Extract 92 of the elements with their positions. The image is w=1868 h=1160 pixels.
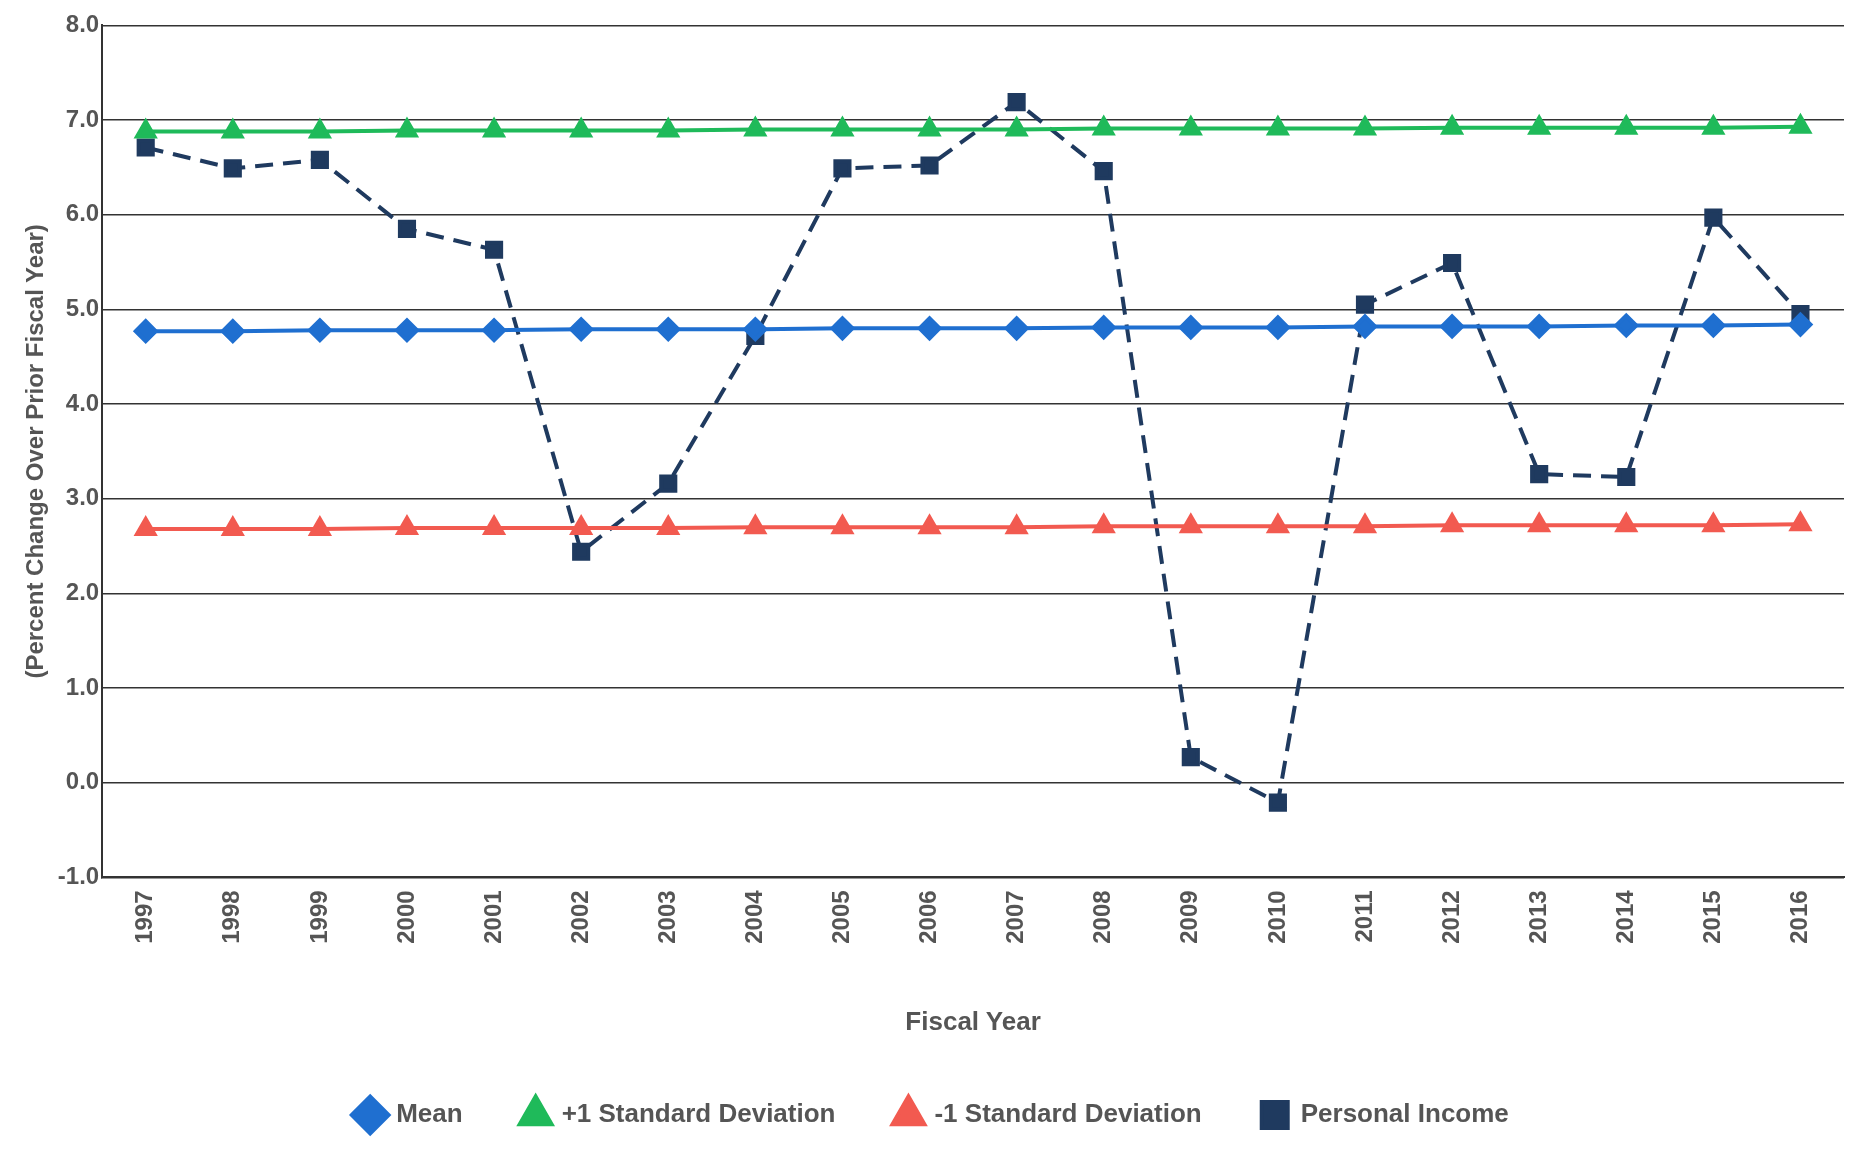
point: [482, 318, 507, 343]
point: [1005, 515, 1028, 535]
point: [1178, 315, 1203, 340]
point: [1352, 314, 1377, 339]
point: [220, 319, 245, 344]
x-axis-title: Fiscal Year: [905, 1005, 1041, 1036]
x-tick-label: 2012: [1436, 890, 1464, 944]
point: [1701, 313, 1726, 338]
legend-label: Mean: [396, 1098, 463, 1129]
y-axis-title: (Percent Change Over Prior Fiscal Year): [21, 224, 49, 679]
x-tick-label: 2013: [1523, 890, 1551, 944]
y-tick-label: 7.0: [65, 104, 100, 132]
point: [743, 317, 768, 342]
point: [833, 159, 852, 178]
x-tick-label: 2014: [1610, 889, 1638, 944]
legend-label: +1 Standard Deviation: [561, 1098, 836, 1129]
point: [310, 150, 329, 169]
point: [1615, 513, 1637, 533]
y-tick-label: -1.0: [57, 862, 100, 890]
point: [1702, 513, 1725, 533]
point: [830, 316, 855, 341]
point: [570, 516, 592, 536]
point: [656, 317, 681, 342]
point: [307, 318, 332, 343]
point: [1007, 93, 1026, 112]
point: [136, 138, 155, 157]
point: [1265, 315, 1290, 340]
x-tick-label: 2003: [652, 890, 680, 944]
x-tick-label: 2011: [1349, 890, 1377, 943]
point: [1704, 208, 1723, 227]
x-tick-label: 2010: [1262, 890, 1290, 944]
x-tick-label: 2000: [391, 890, 419, 944]
point: [394, 318, 419, 343]
x-tick-label: 2004: [739, 889, 767, 944]
point: [744, 515, 767, 535]
point: [135, 517, 157, 537]
y-tick-label: 1.0: [65, 672, 100, 700]
point: [223, 159, 242, 178]
point: [1788, 312, 1813, 337]
y-tick-label: 3.0: [65, 483, 100, 511]
x-tick-label: 1998: [217, 890, 245, 944]
point: [659, 474, 678, 493]
point: [569, 317, 594, 342]
y-tick-label: 6.0: [65, 199, 100, 227]
point: [1443, 253, 1462, 273]
y-tick-label: 8.0: [65, 10, 100, 38]
point: [1180, 514, 1202, 534]
point: [1004, 316, 1029, 341]
legend-label: Personal Income: [1300, 1098, 1509, 1129]
point: [1355, 295, 1375, 314]
x-tick-label: 2016: [1785, 890, 1813, 944]
point: [1528, 513, 1550, 533]
y-tick-label: 5.0: [65, 294, 100, 322]
point: [397, 219, 417, 239]
point: [1267, 514, 1289, 534]
point: [1789, 512, 1812, 532]
x-tick-label: 2007: [1001, 890, 1029, 944]
x-tick-label: 2001: [478, 890, 506, 944]
y-tick-label: 4.0: [65, 388, 100, 416]
point: [1614, 313, 1639, 338]
point: [657, 516, 679, 536]
point: [831, 515, 854, 535]
x-tick-label: 2008: [1088, 890, 1116, 944]
x-tick-label: 2006: [914, 890, 942, 944]
point: [1527, 314, 1552, 339]
point: [309, 517, 331, 537]
y-tick-label: 2.0: [65, 578, 100, 606]
y-tick-label: 0.0: [65, 767, 100, 795]
point: [222, 517, 244, 537]
x-tick-label: 2002: [565, 890, 593, 944]
point: [1093, 514, 1115, 534]
point: [396, 516, 418, 536]
x-tick-label: 2009: [1175, 890, 1203, 944]
point: [1094, 162, 1113, 181]
point: [920, 156, 939, 175]
point: [572, 542, 591, 561]
point: [485, 240, 504, 259]
point: [1441, 513, 1463, 533]
point: [1617, 467, 1636, 487]
point: [133, 319, 158, 344]
point: [1530, 465, 1549, 484]
x-tick-label: 1997: [130, 890, 158, 944]
point: [1440, 314, 1465, 339]
point: [1354, 514, 1376, 534]
point: [917, 316, 942, 341]
point: [918, 515, 941, 535]
x-tick-label: 2005: [827, 890, 855, 944]
legend-label: -1 Standard Deviation: [934, 1098, 1202, 1129]
x-tick-label: 2015: [1697, 890, 1725, 944]
x-tick-label: 1999: [304, 890, 332, 944]
point: [483, 516, 505, 536]
point: [1091, 315, 1116, 340]
